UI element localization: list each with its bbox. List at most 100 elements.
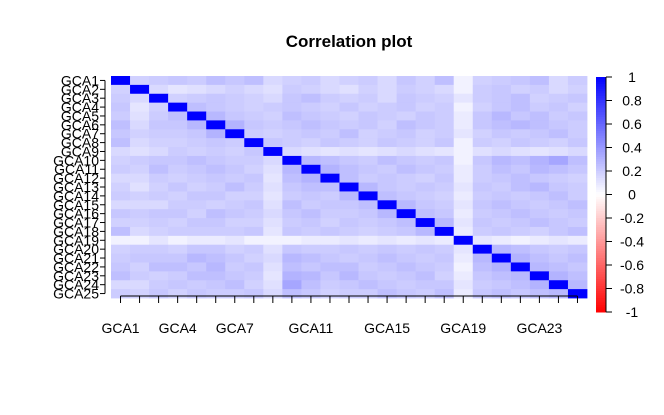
heatmap-cell-GCA22-GCA9 <box>263 262 283 272</box>
heatmap-cell-GCA23-GCA3 <box>149 271 169 281</box>
x-tick-label-GCA4: GCA4 <box>159 320 197 336</box>
heatmap-cell-GCA25-GCA4 <box>168 289 188 299</box>
heatmap-cell-GCA17-GCA21 <box>491 218 512 228</box>
heatmap-cell-GCA14-GCA19 <box>453 191 474 201</box>
heatmap-cell-GCA17-GCA2 <box>130 218 150 228</box>
heatmap-cell-GCA9-GCA18 <box>434 147 455 157</box>
heatmap-cell-GCA14-GCA17 <box>415 191 436 201</box>
heatmap-cell-GCA20-GCA10 <box>282 244 302 254</box>
heatmap-cell-GCA21-GCA16 <box>396 253 417 263</box>
heatmap-cell-GCA11-GCA23 <box>529 164 550 175</box>
heatmap-cell-GCA8-GCA10 <box>282 138 302 148</box>
heatmap-cell-GCA19-GCA14 <box>358 235 378 246</box>
heatmap-cell-GCA2-GCA14 <box>358 84 378 95</box>
heatmap-cell-GCA22-GCA20 <box>472 262 493 272</box>
heatmap-cell-GCA8-GCA11 <box>301 138 321 148</box>
legend-swatch <box>596 234 606 238</box>
heatmap-cell-GCA1-GCA15 <box>377 76 397 86</box>
heatmap-cell-GCA16-GCA12 <box>320 209 340 219</box>
heatmap-cell-GCA2-GCA15 <box>377 84 397 95</box>
heatmap-cell-GCA22-GCA3 <box>149 262 169 272</box>
heatmap-cell-GCA9-GCA6 <box>206 147 226 157</box>
heatmap-cell-GCA7-GCA12 <box>320 129 340 139</box>
heatmap-cell-GCA15-GCA17 <box>415 200 436 210</box>
heatmap-cell-GCA10-GCA5 <box>187 155 207 166</box>
heatmap-cell-GCA6-GCA10 <box>282 120 302 130</box>
legend-swatch <box>596 241 606 245</box>
heatmap-cell-GCA5-GCA10 <box>282 111 302 121</box>
heatmap-cell-GCA18-GCA21 <box>491 226 512 237</box>
y-tick-label-GCA23: GCA23 <box>53 268 99 284</box>
heatmap-cell-GCA13-GCA25 <box>567 182 588 192</box>
heatmap-cell-GCA16-GCA19 <box>453 209 474 219</box>
heatmap-cell-GCA19-GCA18 <box>434 235 455 246</box>
legend-swatch <box>596 119 606 123</box>
heatmap-cell-GCA25-GCA23 <box>529 289 550 299</box>
heatmap-cell-GCA1-GCA1 <box>111 76 131 86</box>
heatmap-cell-GCA7-GCA5 <box>187 129 207 139</box>
heatmap-cell-GCA20-GCA11 <box>301 244 321 254</box>
heatmap-cell-GCA3-GCA18 <box>434 93 455 104</box>
heatmap-cell-GCA9-GCA24 <box>548 147 569 157</box>
heatmap-cell-GCA23-GCA15 <box>377 271 397 281</box>
heatmap-cell-GCA3-GCA20 <box>472 93 493 104</box>
heatmap-cell-GCA20-GCA19 <box>453 244 474 254</box>
heatmap-cell-GCA18-GCA8 <box>244 226 264 237</box>
legend-swatch <box>596 102 606 106</box>
heatmap-cell-GCA4-GCA8 <box>244 102 264 112</box>
heatmap-cell-GCA12-GCA19 <box>453 173 474 183</box>
heatmap-cell-GCA7-GCA7 <box>225 129 245 139</box>
heatmap-cell-GCA2-GCA24 <box>548 84 569 95</box>
heatmap-cell-GCA21-GCA11 <box>301 253 321 263</box>
heatmap-cell-GCA23-GCA1 <box>111 271 131 281</box>
heatmap-cell-GCA25-GCA25 <box>567 289 588 299</box>
heatmap-cell-GCA7-GCA4 <box>168 129 188 139</box>
legend-swatch <box>596 225 606 228</box>
heatmap-cell-GCA14-GCA3 <box>149 191 169 201</box>
heatmap-cell-GCA5-GCA17 <box>415 111 436 121</box>
heatmap-cell-GCA20-GCA3 <box>149 244 169 254</box>
legend-swatch <box>596 213 606 217</box>
heatmap-cell-GCA11-GCA21 <box>491 164 512 175</box>
heatmap-cell-GCA16-GCA24 <box>548 209 569 219</box>
heatmap-cell-GCA13-GCA6 <box>206 182 226 192</box>
heatmap-cell-GCA11-GCA9 <box>263 164 283 175</box>
heatmap-cell-GCA4-GCA14 <box>358 102 378 112</box>
legend-swatch <box>596 246 606 250</box>
heatmap-cell-GCA10-GCA17 <box>415 155 436 166</box>
heatmap-cell-GCA4-GCA4 <box>168 102 188 112</box>
heatmap-cell-GCA17-GCA17 <box>415 218 436 228</box>
heatmap-cell-GCA15-GCA25 <box>567 200 588 210</box>
legend-swatch <box>596 180 606 184</box>
heatmap-cell-GCA2-GCA8 <box>244 84 264 95</box>
heatmap-cell-GCA3-GCA19 <box>453 93 474 104</box>
legend-swatch <box>596 161 606 165</box>
heatmap-cell-GCA21-GCA17 <box>415 253 436 263</box>
legend-swatch <box>596 196 606 200</box>
heatmap-cell-GCA3-GCA23 <box>529 93 550 104</box>
heatmap-cell-GCA16-GCA21 <box>491 209 512 219</box>
legend-swatch <box>596 135 606 139</box>
heatmap-cell-GCA19-GCA2 <box>130 235 150 246</box>
heatmap-cell-GCA13-GCA20 <box>472 182 493 192</box>
heatmap-cell-GCA15-GCA8 <box>244 200 264 210</box>
heatmap-cell-GCA2-GCA2 <box>130 84 150 95</box>
heatmap-cell-GCA18-GCA19 <box>453 226 474 237</box>
legend-swatch <box>596 267 606 271</box>
heatmap-cell-GCA19-GCA6 <box>206 235 226 246</box>
legend-swatch <box>596 281 606 285</box>
heatmap-cell-GCA8-GCA7 <box>225 138 245 148</box>
heatmap-cell-GCA3-GCA3 <box>149 93 169 104</box>
heatmap-cell-GCA1-GCA16 <box>396 76 417 86</box>
heatmap-cell-GCA3-GCA4 <box>168 93 188 104</box>
heatmap-cell-GCA21-GCA25 <box>567 253 588 263</box>
heatmap-cell-GCA21-GCA18 <box>434 253 455 263</box>
heatmap-cell-GCA2-GCA25 <box>567 84 588 95</box>
legend-swatch <box>596 232 606 235</box>
heatmap-cell-GCA6-GCA2 <box>130 120 150 130</box>
heatmap-cell-GCA22-GCA16 <box>396 262 417 272</box>
legend-swatch <box>596 133 606 137</box>
heatmap-cell-GCA18-GCA3 <box>149 226 169 237</box>
y-tick-label-GCA14: GCA14 <box>53 188 99 204</box>
